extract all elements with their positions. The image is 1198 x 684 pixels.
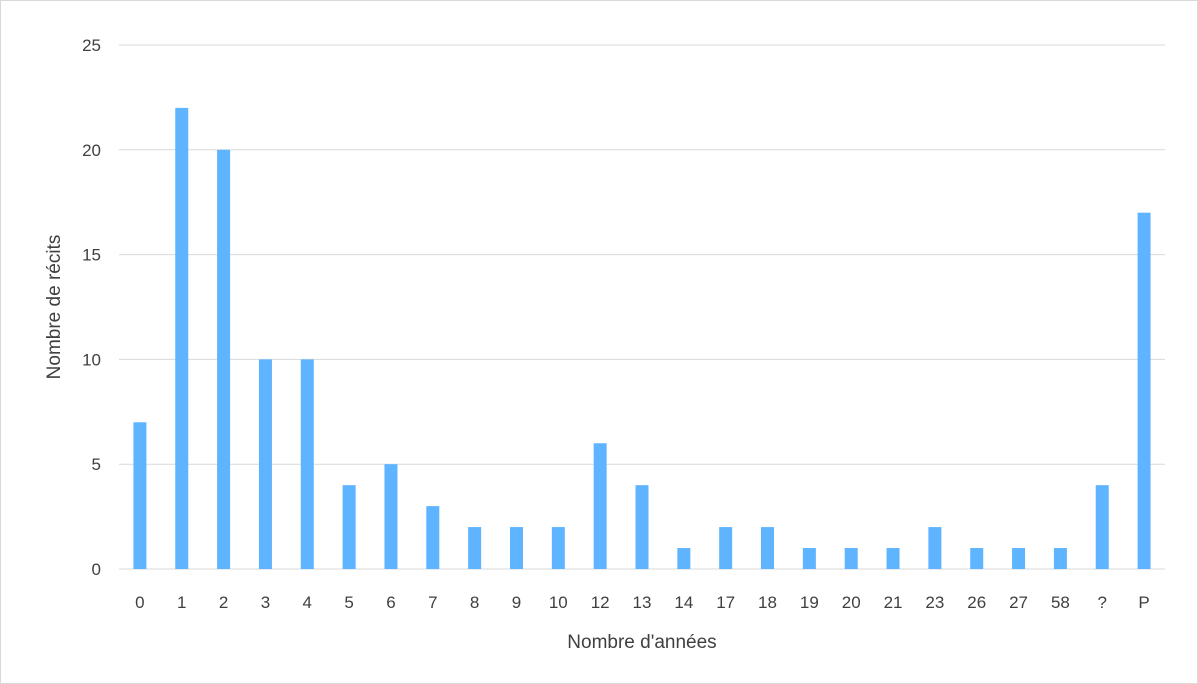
bar xyxy=(719,527,733,569)
bars xyxy=(133,107,1151,570)
bar xyxy=(886,548,900,569)
y-tick-label: 5 xyxy=(92,455,101,474)
bar xyxy=(593,443,607,569)
bar xyxy=(133,422,147,569)
x-tick-label: 23 xyxy=(925,593,944,612)
x-tick-label: 0 xyxy=(135,593,144,612)
bar xyxy=(217,149,231,570)
y-axis-ticks: 0 5 10 15 20 25 xyxy=(82,36,101,579)
x-tick-label: 26 xyxy=(967,593,986,612)
x-tick-label: 9 xyxy=(512,593,521,612)
bar xyxy=(1137,212,1151,569)
x-tick-label: 4 xyxy=(303,593,312,612)
y-tick-label: 0 xyxy=(92,560,101,579)
bar xyxy=(1012,548,1026,569)
y-tick-label: 20 xyxy=(82,141,101,160)
x-tick-label: 3 xyxy=(261,593,270,612)
x-tick-label: 5 xyxy=(344,593,353,612)
y-tick-label: 25 xyxy=(82,36,101,55)
bar xyxy=(928,527,942,569)
x-tick-label: ? xyxy=(1098,593,1107,612)
y-axis-title: Nombre de récits xyxy=(44,235,65,380)
bar xyxy=(1053,548,1067,569)
x-tick-label: 58 xyxy=(1051,593,1070,612)
bar xyxy=(635,485,649,569)
x-tick-label: 12 xyxy=(591,593,610,612)
x-tick-label: P xyxy=(1138,593,1149,612)
bar xyxy=(175,107,189,569)
bar xyxy=(384,464,398,569)
bar xyxy=(677,548,691,569)
x-tick-label: 7 xyxy=(428,593,437,612)
x-tick-label: 6 xyxy=(386,593,395,612)
x-axis-title: Nombre d'années xyxy=(567,632,716,653)
x-tick-label: 14 xyxy=(674,593,693,612)
bar xyxy=(258,359,272,569)
x-tick-label: 21 xyxy=(884,593,903,612)
y-tick-label: 10 xyxy=(82,350,101,369)
bar xyxy=(342,485,356,569)
bar xyxy=(802,548,816,569)
x-tick-label: 10 xyxy=(549,593,568,612)
x-tick-label: 2 xyxy=(219,593,228,612)
bar xyxy=(970,548,984,569)
x-tick-label: 27 xyxy=(1009,593,1028,612)
x-tick-label: 17 xyxy=(716,593,735,612)
gridlines xyxy=(119,44,1165,570)
x-tick-label: 8 xyxy=(470,593,479,612)
bar xyxy=(1095,485,1109,569)
bar xyxy=(426,506,440,569)
bar xyxy=(761,527,775,569)
bar xyxy=(468,527,482,569)
bar xyxy=(844,548,858,569)
x-tick-label: 1 xyxy=(177,593,186,612)
bar xyxy=(300,359,314,569)
bar xyxy=(509,527,523,569)
bar xyxy=(551,527,565,569)
x-tick-label: 19 xyxy=(800,593,819,612)
x-tick-label: 13 xyxy=(633,593,652,612)
x-axis-ticks: 0 1 2 3 4 5 6 7 8 9 10 12 13 14 17 18 19 20 21 23 26 27 58? P xyxy=(135,593,1150,612)
y-tick-label: 15 xyxy=(82,246,101,265)
x-tick-label: 20 xyxy=(842,593,861,612)
x-tick-label: 18 xyxy=(758,593,777,612)
